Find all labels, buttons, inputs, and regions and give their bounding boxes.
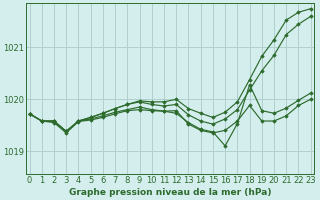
X-axis label: Graphe pression niveau de la mer (hPa): Graphe pression niveau de la mer (hPa) (69, 188, 271, 197)
